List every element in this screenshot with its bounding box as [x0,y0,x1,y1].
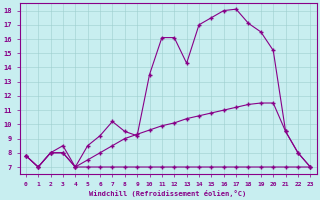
X-axis label: Windchill (Refroidissement éolien,°C): Windchill (Refroidissement éolien,°C) [90,190,247,197]
